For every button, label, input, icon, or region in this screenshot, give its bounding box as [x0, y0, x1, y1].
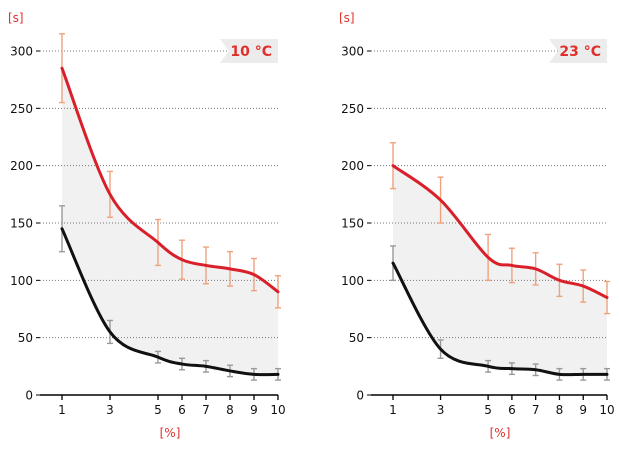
y-axis-title: [s]: [339, 11, 355, 25]
x-tick-label: 8: [226, 403, 234, 417]
y-tick-label: 150: [10, 217, 33, 231]
y-tick-label: 200: [341, 159, 364, 173]
panel-title: 10 °C: [230, 44, 272, 60]
x-tick-label: 6: [178, 403, 186, 417]
shaded-band: [393, 165, 607, 375]
y-axis-title: [s]: [8, 11, 24, 25]
y-tick-label: 250: [341, 102, 364, 116]
y-tick-label: 0: [25, 389, 33, 403]
x-tick-label: 9: [579, 403, 587, 417]
x-axis-title: [%]: [160, 426, 181, 440]
shaded-band: [62, 68, 278, 375]
y-tick-label: 200: [10, 159, 33, 173]
y-tick-label: 100: [10, 274, 33, 288]
panel-title-badge: 23 °C: [549, 39, 607, 63]
x-tick-label: 1: [58, 403, 66, 417]
x-tick-label: 3: [437, 403, 445, 417]
x-tick-label: 8: [556, 403, 564, 417]
y-tick-label: 300: [10, 45, 33, 59]
x-tick-label: 5: [484, 403, 492, 417]
x-tick-label: 10: [599, 403, 614, 417]
x-tick-label: 9: [250, 403, 258, 417]
badge-shape: [549, 39, 607, 63]
x-tick-label: 10: [270, 403, 285, 417]
x-tick-label: 5: [154, 403, 162, 417]
y-tick-label: 100: [341, 274, 364, 288]
x-tick-label: 6: [508, 403, 516, 417]
y-tick-label: 300: [341, 45, 364, 59]
y-tick-label: 50: [349, 331, 364, 345]
badge-shape: [220, 39, 278, 63]
series-line-upper: [391, 164, 609, 300]
series-line-lower: [60, 227, 280, 377]
y-tick-label: 250: [10, 102, 33, 116]
series-line-lower: [391, 261, 609, 377]
panel-title-badge: 10 °C: [220, 39, 278, 63]
y-tick-label: 150: [341, 217, 364, 231]
x-tick-label: 1: [389, 403, 397, 417]
x-tick-label: 7: [202, 403, 210, 417]
panel-title: 23 °C: [559, 44, 601, 60]
series-line-upper: [60, 66, 280, 294]
x-tick-label: 3: [106, 403, 114, 417]
y-tick-label: 0: [356, 389, 364, 403]
y-tick-label: 50: [18, 331, 33, 345]
x-axis-title: [%]: [490, 426, 511, 440]
x-tick-label: 7: [532, 403, 540, 417]
